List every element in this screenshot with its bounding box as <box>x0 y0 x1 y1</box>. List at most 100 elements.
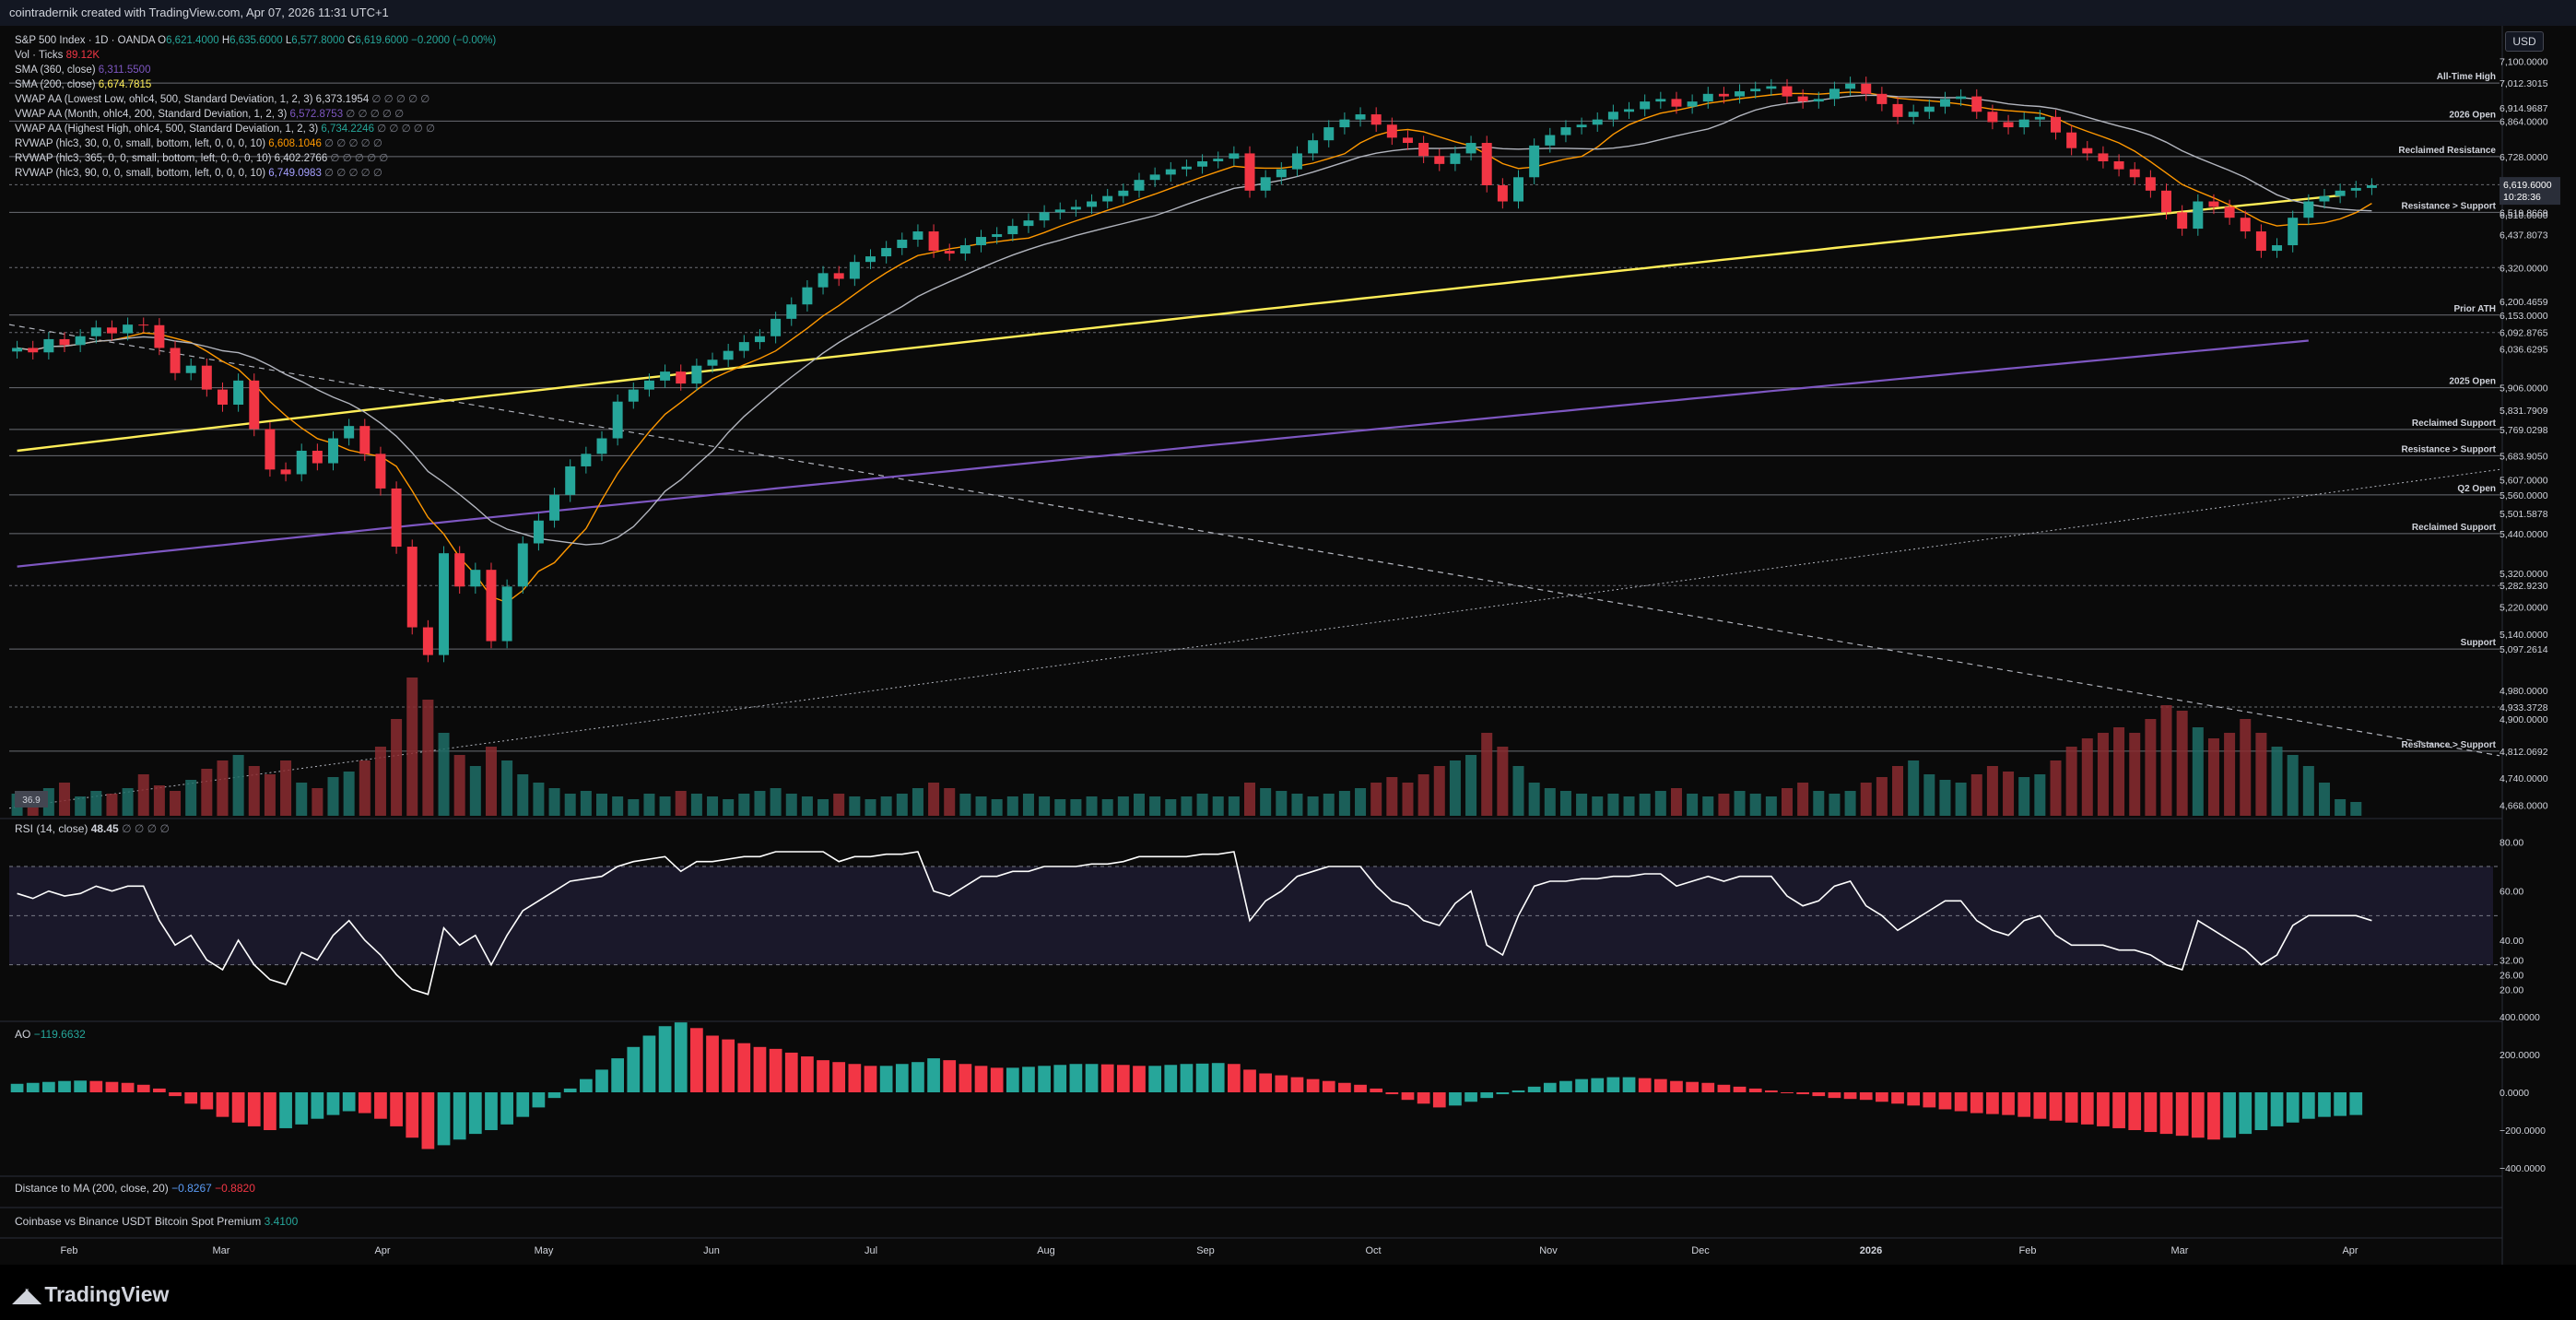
candle-body <box>1370 114 1382 125</box>
volume-bar <box>690 794 702 816</box>
ao-bar <box>1038 1066 1051 1092</box>
indicator-row[interactable]: VWAP AA (Lowest Low, ohlc4, 500, Standar… <box>15 92 496 107</box>
symbol-name[interactable]: S&P 500 Index · 1D · OANDA <box>15 35 155 46</box>
candle-body <box>1497 184 1508 202</box>
volume-bar <box>1133 794 1145 816</box>
volume-bar <box>438 733 450 816</box>
ao-legend[interactable]: AO −119.6632 <box>15 1028 86 1041</box>
ao-bar <box>1923 1092 1936 1108</box>
volume-bar <box>1481 733 1493 816</box>
price-axis-label: 6,153.0000 <box>2500 311 2548 322</box>
candle-body <box>2129 169 2140 178</box>
candle-body <box>2366 184 2377 188</box>
indicator-dots: ∅ ∅ ∅ ∅ ∅ <box>373 124 436 135</box>
indicator-row[interactable]: VWAP AA (Highest High, ohlc4, 500, Stand… <box>15 122 496 136</box>
indicator-label: VWAP AA (Highest High, ohlc4, 500, Stand… <box>15 124 322 135</box>
indicator-row[interactable]: RVWAP (hlc3, 30, 0, 0, small, bottom, le… <box>15 136 496 151</box>
ao-bar <box>1622 1077 1636 1092</box>
candle-body <box>1956 96 1967 100</box>
volume-badge-label: 36.9 <box>22 796 41 806</box>
ao-bar <box>1638 1078 1652 1092</box>
volume-bar <box>1639 794 1651 816</box>
premium-legend[interactable]: Coinbase vs Binance USDT Bitcoin Spot Pr… <box>15 1215 298 1228</box>
ao-bar <box>959 1064 972 1092</box>
volume-bar <box>2113 727 2125 816</box>
ao-bar <box>642 1035 656 1092</box>
time-axis-label: Sep <box>1196 1245 1215 1256</box>
header-title: cointradernik created with TradingView.c… <box>9 6 389 19</box>
volume-bar <box>928 783 940 816</box>
indicator-row[interactable]: RVWAP (hlc3, 365, 0, 0, small, bottom, l… <box>15 151 496 166</box>
ao-label: AO <box>15 1028 31 1041</box>
time-axis-label: Dec <box>1691 1245 1710 1256</box>
volume-bar <box>248 766 260 816</box>
volume-bar <box>643 794 655 816</box>
ao-bar <box>1480 1092 1494 1099</box>
volume-bar <box>1054 799 1066 816</box>
candle-body <box>786 304 797 319</box>
candle-body <box>1702 93 1713 102</box>
candle-body <box>1213 159 1224 161</box>
candle-body <box>817 273 829 288</box>
time-axis-label: Mar <box>213 1245 230 1256</box>
candle-body <box>1118 190 1129 196</box>
volume-bar <box>2081 738 2093 816</box>
indicator-row[interactable]: Vol · Ticks 89.12K <box>15 48 496 63</box>
price-axis-label: 5,097.2614 <box>2500 644 2548 655</box>
price-level-label: 2025 Open <box>2449 377 2496 387</box>
indicator-row[interactable]: RVWAP (hlc3, 90, 0, 0, small, bottom, le… <box>15 166 496 181</box>
volume-bar <box>217 760 229 816</box>
ao-bar <box>2349 1092 2363 1115</box>
volume-bar <box>2176 711 2188 816</box>
volume-bar <box>1070 799 1082 816</box>
volume-bar <box>1813 791 1825 816</box>
ao-bar <box>1354 1084 1367 1092</box>
indicator-row[interactable]: SMA (360, close) 6,311.5500 <box>15 63 496 77</box>
volume-bar <box>312 788 323 816</box>
ao-bar <box>2318 1092 2331 1117</box>
descending-trendline <box>8 324 2500 757</box>
price-level-label: Resistance > Support <box>2401 201 2496 211</box>
ao-bar <box>121 1082 135 1092</box>
volume-bar <box>991 799 1003 816</box>
price-level-label: Reclaimed Resistance <box>2398 146 2496 156</box>
indicator-dots: ∅ ∅ ∅ ∅ ∅ <box>369 94 430 105</box>
ao-bar <box>169 1092 182 1097</box>
volume-bar <box>2224 733 2236 816</box>
candle-body <box>2018 119 2029 128</box>
tradingview-logo[interactable]: ◢◣ TradingView <box>13 1282 169 1307</box>
volume-bar <box>1101 799 1113 816</box>
candle-body <box>1355 114 1366 120</box>
indicator-value: 6,608.1046 <box>268 138 322 149</box>
candle-body <box>1813 99 1824 102</box>
dist-legend[interactable]: Distance to MA (200, close, 20) −0.8267 … <box>15 1182 255 1195</box>
candle-body <box>1829 88 1840 100</box>
indicator-row[interactable]: SMA (200, close) 6,674.7815 <box>15 77 496 92</box>
candle-body <box>2066 132 2077 148</box>
ao-bar <box>2175 1092 2189 1137</box>
candle-body <box>2193 201 2204 230</box>
symbol-row[interactable]: S&P 500 Index · 1D · OANDA O6,621.4000 H… <box>15 33 496 48</box>
volume-bar <box>1687 794 1699 816</box>
volume-bar <box>170 791 182 816</box>
candle-body <box>375 454 386 489</box>
candle-body <box>75 336 86 346</box>
volume-bar <box>1844 791 1856 816</box>
candle-body <box>43 338 54 353</box>
ao-bar <box>1543 1082 1557 1092</box>
ao-axis-label: −200.0000 <box>2500 1126 2546 1137</box>
chart-svg[interactable]: All-Time High 2026 Open Reclaimed Resistan… <box>0 0 2576 1265</box>
rsi-legend[interactable]: RSI (14, close) 48.45 ∅ ∅ ∅ ∅ <box>15 822 170 835</box>
candle-body <box>1560 127 1571 136</box>
ao-bar <box>1686 1081 1699 1092</box>
volume-bar <box>548 788 560 816</box>
currency-button[interactable]: USD <box>2505 31 2544 52</box>
price-axis-label: 4,812.0692 <box>2500 747 2548 758</box>
indicator-dots: ∅ ∅ ∅ ∅ ∅ <box>321 168 382 179</box>
ohlc-value-c: 6,619.6000 <box>355 35 408 46</box>
ao-bar <box>1322 1080 1335 1092</box>
indicator-row[interactable]: VWAP AA (Month, ohlc4, 200, Standard Dev… <box>15 107 496 122</box>
price-level-label: Reclaimed Support <box>2412 418 2497 429</box>
price-axis-label: 6,864.0000 <box>2500 116 2548 127</box>
ao-bar <box>912 1062 924 1092</box>
